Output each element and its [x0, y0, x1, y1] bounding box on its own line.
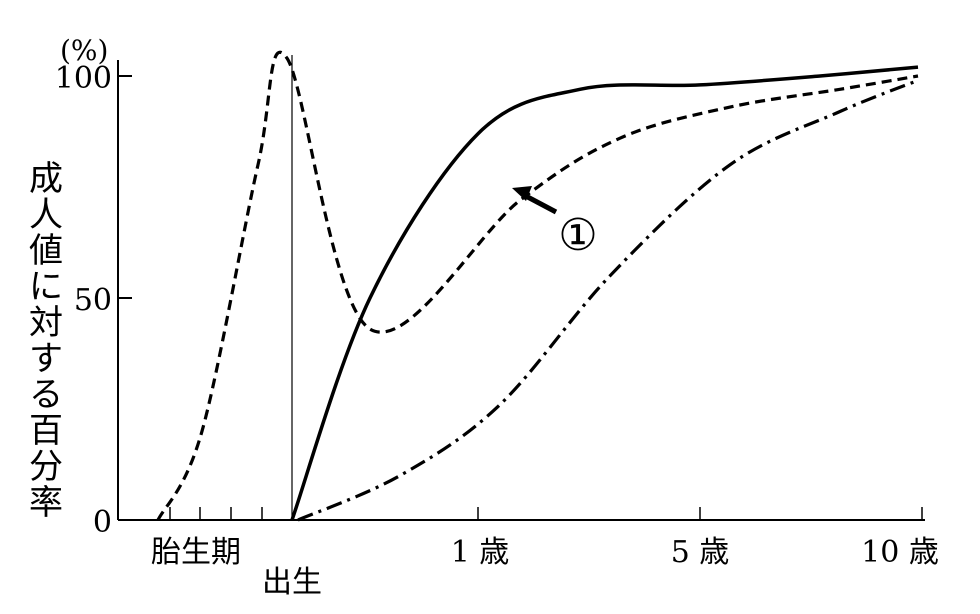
- y-axis-label-char: 百: [29, 411, 63, 451]
- series-solid-line: [290, 65, 919, 521]
- x-tick-label-5yr: 5 歳: [671, 535, 730, 570]
- y-axis-label-char: 値: [29, 231, 63, 271]
- annotation-marker: ①: [558, 210, 597, 261]
- series-dashed-line: [156, 50, 919, 521]
- y-axis-label-char: す: [29, 339, 63, 379]
- y-axis-label-char: 対: [29, 303, 63, 343]
- y-axis-label-char: 分: [29, 447, 63, 487]
- y-axis-label-char: 人: [29, 195, 63, 235]
- annotation-arrow-shaft: [520, 191, 558, 215]
- x-tick-label-1yr: 1 歳: [451, 535, 510, 570]
- y-unit-label: (%): [60, 34, 108, 67]
- y-tick-label-100: 100: [55, 61, 112, 96]
- x-tick-label-birth: 出生: [262, 565, 322, 600]
- annotation-arrow-head: [512, 186, 532, 201]
- x-tick-label-fetal: 胎生期: [151, 535, 241, 570]
- x-tick-label-10yr: 10 歳: [861, 535, 939, 570]
- y-tick-label-0: 0: [93, 505, 112, 540]
- series-dashdot-line: [297, 78, 919, 522]
- y-axis-label-char: る: [29, 375, 63, 415]
- y-axis-label-char: 率: [29, 483, 63, 523]
- y-tick-label-50: 50: [74, 283, 112, 318]
- y-axis-label-char: 成: [29, 159, 63, 199]
- y-axis-label-char: に: [29, 267, 63, 307]
